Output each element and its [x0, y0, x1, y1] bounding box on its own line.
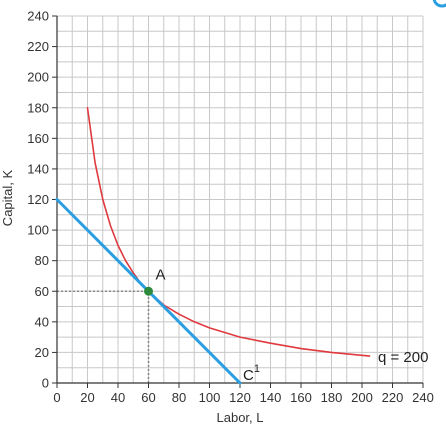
chart-grid — [57, 15, 424, 383]
isocost-label-superscript: 1 — [254, 363, 260, 375]
y-tick-label: 180 — [27, 100, 49, 115]
x-axis-label: Labor, L — [217, 410, 264, 425]
x-tick-label: 80 — [172, 390, 186, 405]
point-marker — [144, 286, 153, 296]
isocost-label-text: C — [243, 367, 254, 384]
x-tick-label: 220 — [382, 390, 404, 405]
x-tick-label: 180 — [321, 390, 343, 405]
y-tick-label: 80 — [35, 253, 49, 268]
x-tick-label: 20 — [80, 390, 94, 405]
y-tick-label: 140 — [27, 161, 49, 176]
x-tick-label: 200 — [351, 390, 373, 405]
isoquant-line — [86, 107, 371, 357]
y-tick-label: 0 — [42, 376, 49, 391]
point-label: A — [156, 266, 166, 283]
y-tick-label: 200 — [27, 70, 49, 85]
x-tick-label: 40 — [111, 390, 125, 405]
chart-points: A — [144, 266, 166, 296]
x-tick-label: 0 — [53, 390, 60, 405]
x-tick-label: 100 — [199, 390, 221, 405]
isocost-label: C1 — [243, 363, 260, 384]
magnify-icon[interactable] — [430, 0, 446, 8]
x-tick-label: 240 — [412, 390, 434, 405]
y-axis-label: Capital, K — [0, 169, 15, 226]
x-tick-label: 140 — [260, 390, 282, 405]
y-tick-label: 40 — [35, 314, 49, 329]
y-tick-label: 120 — [27, 192, 49, 207]
isoquant-label-text: q = 200 — [378, 349, 428, 366]
y-axis-ticks: 0 20 40 60 80 100 120 140 160 180 200 220 240 — [27, 9, 57, 391]
y-tick-label: 20 — [35, 345, 49, 360]
x-tick-label: 160 — [290, 390, 312, 405]
point-a-guides — [57, 290, 150, 383]
x-tick-label: 60 — [141, 390, 155, 405]
y-tick-label: 220 — [27, 39, 49, 54]
y-tick-label: 240 — [27, 9, 49, 24]
x-tick-label: 120 — [229, 390, 251, 405]
y-tick-label: 160 — [27, 131, 49, 146]
y-tick-label: 60 — [35, 284, 49, 299]
y-tick-label: 100 — [27, 223, 49, 238]
isoquant-label: q = 200 — [378, 349, 428, 366]
x-axis-ticks: 0 20 40 60 80 100 120 140 160 180 200 220 240 — [53, 383, 434, 405]
